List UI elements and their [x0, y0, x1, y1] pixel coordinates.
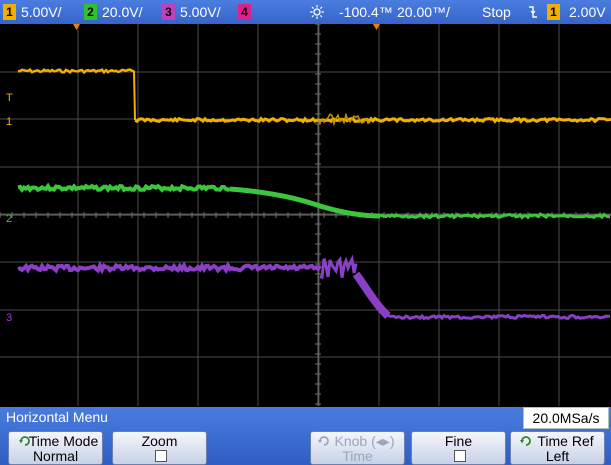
- run-state[interactable]: Stop: [482, 4, 511, 20]
- time-mode-label: Time Mode: [28, 433, 99, 449]
- channel-3-trace: [352, 271, 391, 319]
- fine-checkbox[interactable]: [453, 450, 466, 462]
- trigger-position-marker: [73, 24, 80, 30]
- time-ref-value: Left: [545, 448, 570, 464]
- rotate-knob-icon: [520, 436, 531, 446]
- zoom-label: Zoom: [141, 433, 178, 449]
- falling-edge-icon: [529, 6, 537, 18]
- time-ref-softkey[interactable]: Time Ref Left: [510, 431, 605, 465]
- rotate-knob-icon: [19, 436, 30, 446]
- trigger-level[interactable]: 2.00V: [569, 4, 606, 20]
- channel-3-badge[interactable]: 3: [162, 4, 175, 20]
- channel-1-ground-marker: 1: [6, 116, 12, 128]
- channel-3-ground-marker: 3: [6, 312, 12, 324]
- sample-rate: 20.0MSa/s: [523, 407, 609, 429]
- channel-3-scale[interactable]: 5.00V/: [180, 4, 221, 20]
- time-scale[interactable]: 20.00™/: [397, 4, 450, 20]
- knob-softkey: Knob (◂▸) Time: [310, 431, 405, 465]
- time-ref-label: Time Ref: [537, 433, 594, 449]
- channel-2-trace: [379, 212, 611, 220]
- channel-2-ground-marker: 2: [6, 213, 12, 225]
- sun-trigger-icon: [310, 5, 324, 19]
- status-bar: 1 5.00V/ 2 20.0V/ 3 5.00V/ 4 -100.4™ 20.…: [0, 0, 611, 24]
- fine-label: Fine: [444, 433, 473, 449]
- knob-value: Time: [342, 448, 373, 464]
- trigger-level-marker: T: [6, 92, 13, 104]
- zoom-checkbox[interactable]: [154, 450, 167, 462]
- zoom-softkey[interactable]: Zoom: [112, 431, 207, 465]
- waveform-display[interactable]: T 1 2 3: [0, 24, 611, 406]
- channel-3-trace: [387, 313, 611, 321]
- channel-2-scale[interactable]: 20.0V/: [102, 4, 143, 20]
- time-mode-value: Normal: [32, 448, 79, 464]
- channel-4-badge[interactable]: 4: [238, 4, 251, 20]
- menu-title: Horizontal Menu: [6, 409, 108, 425]
- waveform-traces: [17, 68, 611, 321]
- channel-2-trace: [229, 186, 381, 219]
- channel-2-trace: [17, 182, 231, 193]
- channel-1-scale[interactable]: 5.00V/: [21, 4, 62, 20]
- trigger-channel-badge[interactable]: 1: [547, 4, 560, 20]
- channel-1-trace: [133, 70, 136, 121]
- fine-softkey[interactable]: Fine: [411, 431, 506, 465]
- time-mode-softkey[interactable]: Time Mode Normal: [8, 431, 103, 465]
- time-offset[interactable]: -100.4™: [339, 4, 393, 20]
- knob-label: Knob (◂▸): [334, 433, 395, 449]
- channel-1-trace: [317, 112, 371, 127]
- time-reference-marker: [373, 24, 380, 30]
- channel-2-badge[interactable]: 2: [84, 4, 97, 20]
- channel-1-trace: [17, 68, 135, 75]
- channel-1-badge[interactable]: 1: [3, 4, 16, 20]
- rotate-knob-icon: [318, 436, 329, 446]
- channel-1-trace: [134, 116, 611, 124]
- channel-markers: T 1 2 3: [6, 24, 380, 324]
- channel-3-trace: [319, 254, 358, 280]
- channel-3-trace: [17, 260, 322, 275]
